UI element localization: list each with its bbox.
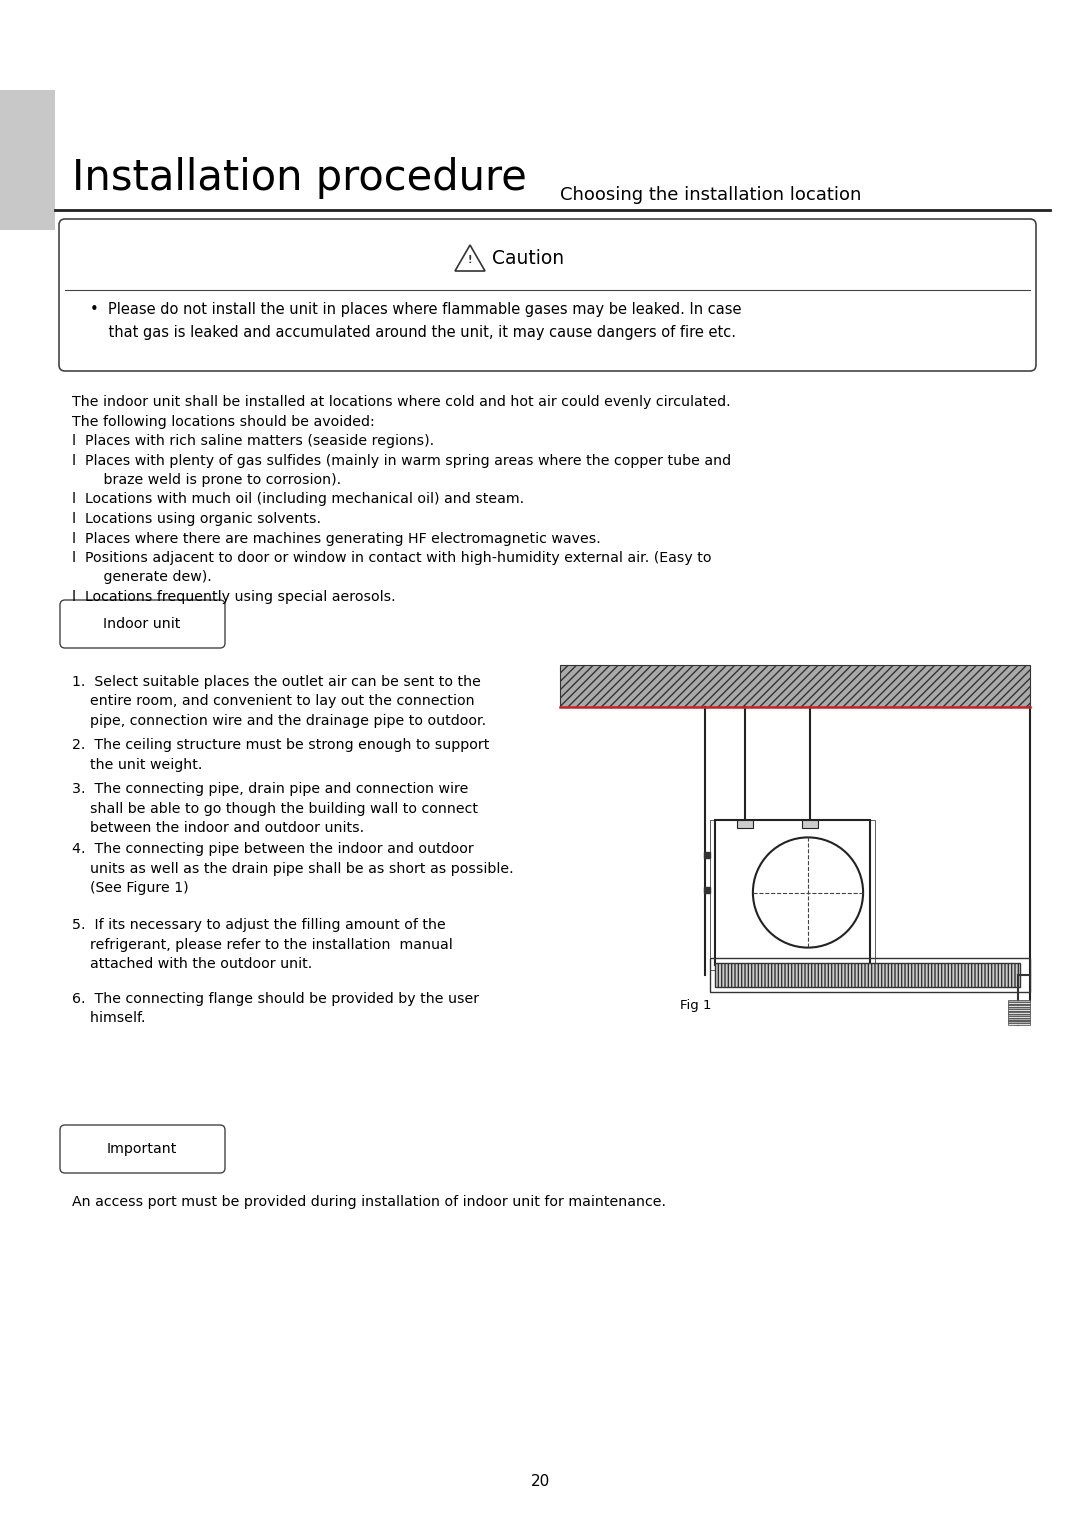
Bar (1008, 1019, 1030, 1021)
Text: Indoor unit: Indoor unit (104, 617, 180, 630)
Text: 1.  Select suitable places the outlet air can be sent to the: 1. Select suitable places the outlet air… (72, 674, 481, 690)
Bar (561, 665, 1030, 707)
Polygon shape (455, 246, 485, 272)
Bar (561, 665, 1030, 707)
Text: 5.  If its necessary to adjust the filling amount of the: 5. If its necessary to adjust the fillin… (72, 919, 446, 932)
Text: entire room, and convenient to lay out the connection: entire room, and convenient to lay out t… (72, 694, 474, 708)
Bar (737, 819, 753, 829)
Text: braze weld is prone to corrosion).: braze weld is prone to corrosion). (72, 473, 341, 487)
Text: Installation procedure: Installation procedure (72, 157, 527, 198)
Text: •  Please do not install the unit in places where flammable gases may be leaked.: • Please do not install the unit in plac… (90, 302, 742, 340)
Text: units as well as the drain pipe shall be as short as possible.: units as well as the drain pipe shall be… (72, 862, 514, 876)
Text: An access port must be provided during installation of indoor unit for maintenan: An access port must be provided during i… (72, 1195, 666, 1209)
Bar (1008, 1021, 1030, 1024)
Bar (1008, 1015, 1030, 1016)
Text: 20: 20 (530, 1474, 550, 1488)
FancyBboxPatch shape (59, 220, 1036, 371)
Text: 6.  The connecting flange should be provided by the user: 6. The connecting flange should be provi… (72, 992, 480, 1006)
Text: 2.  The ceiling structure must be strong enough to support: 2. The ceiling structure must be strong … (72, 739, 489, 752)
Text: pipe, connection wire and the drainage pipe to outdoor.: pipe, connection wire and the drainage p… (72, 714, 486, 728)
Bar (0, 90, 55, 230)
Bar (802, 819, 818, 829)
Bar (1008, 1004, 1030, 1006)
Bar (710, 819, 875, 971)
Text: !: ! (468, 255, 472, 266)
Bar (1008, 1010, 1030, 1012)
Text: l  Locations with much oil (including mechanical oil) and steam.: l Locations with much oil (including mec… (72, 493, 524, 507)
Text: Caution: Caution (492, 249, 564, 267)
Text: l  Places where there are machines generating HF electromagnetic waves.: l Places where there are machines genera… (72, 531, 600, 545)
Text: (See Figure 1): (See Figure 1) (72, 881, 189, 896)
Text: l  Locations frequently using special aerosols.: l Locations frequently using special aer… (72, 591, 395, 604)
Bar (1008, 1024, 1030, 1025)
Text: between the indoor and outdoor units.: between the indoor and outdoor units. (72, 821, 364, 835)
Bar (1008, 1009, 1030, 1010)
FancyBboxPatch shape (60, 1125, 225, 1173)
Text: The following locations should be avoided:: The following locations should be avoide… (72, 415, 375, 429)
Bar (1008, 1012, 1030, 1015)
Circle shape (753, 838, 863, 948)
Bar (710, 958, 1030, 992)
Bar (1008, 1007, 1030, 1009)
Text: the unit weight.: the unit weight. (72, 757, 202, 772)
Text: The indoor unit shall be installed at locations where cold and hot air could eve: The indoor unit shall be installed at lo… (72, 395, 731, 409)
Text: himself.: himself. (72, 1012, 146, 1025)
Text: Important: Important (107, 1141, 177, 1157)
FancyBboxPatch shape (60, 600, 225, 649)
Text: generate dew).: generate dew). (72, 571, 212, 584)
Bar (1008, 1018, 1030, 1019)
Text: l  Places with plenty of gas sulfides (mainly in warm spring areas where the cop: l Places with plenty of gas sulfides (ma… (72, 453, 731, 467)
Text: attached with the outdoor unit.: attached with the outdoor unit. (72, 957, 312, 971)
Text: 3.  The connecting pipe, drain pipe and connection wire: 3. The connecting pipe, drain pipe and c… (72, 781, 469, 797)
Bar (1008, 1016, 1030, 1018)
Bar (715, 963, 1020, 987)
Bar (1008, 1000, 1030, 1001)
Text: Fig 1: Fig 1 (680, 998, 712, 1012)
Text: refrigerant, please refer to the installation  manual: refrigerant, please refer to the install… (72, 937, 453, 952)
Text: l  Places with rich saline matters (seaside regions).: l Places with rich saline matters (seasi… (72, 433, 434, 449)
Bar (715, 819, 870, 964)
Text: shall be able to go though the building wall to connect: shall be able to go though the building … (72, 801, 478, 815)
Text: 4.  The connecting pipe between the indoor and outdoor: 4. The connecting pipe between the indoo… (72, 842, 474, 856)
Bar (1008, 1001, 1030, 1004)
Text: l  Positions adjacent to door or window in contact with high-humidity external a: l Positions adjacent to door or window i… (72, 551, 712, 565)
Text: Choosing the installation location: Choosing the installation location (561, 186, 862, 204)
Text: l  Locations using organic solvents.: l Locations using organic solvents. (72, 513, 321, 526)
Bar (1008, 1006, 1030, 1007)
